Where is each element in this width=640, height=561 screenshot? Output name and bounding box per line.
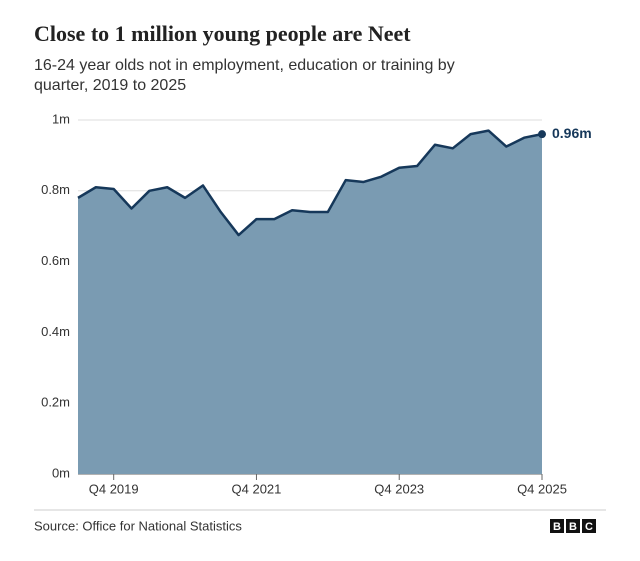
source: Source: Office for National Statistics [34,518,242,533]
x-tick-label: Q4 2025 [517,481,567,496]
end-point [538,130,546,139]
logo-box [566,519,580,533]
x-tick-label: Q4 2023 [374,481,424,496]
logo-letter: C [585,521,593,533]
line [77,129,543,237]
chart-subtitle: 16-24 year olds not in employment, educa… [34,57,455,94]
y-tick-label: 0m [52,465,70,480]
logo-letter: B [553,521,561,533]
logo-box [550,519,564,533]
y-tick-label: 0.8m [41,182,70,197]
y-tick-label: 0.4m [41,324,70,339]
x-tick-label: Q4 2019 [89,481,139,496]
y-tick-label: 0.6m [41,253,70,268]
logo-letter: B [569,521,577,533]
y-tick-label: 1m [52,111,70,126]
value-label: 0.96m [552,125,592,141]
x-tick-label: Q4 2021 [232,481,282,496]
area [78,130,542,474]
y-tick-label: 0.2m [41,395,70,410]
chart-title: Close to 1 million young people are Neet [34,21,411,46]
logo-box [582,519,596,533]
